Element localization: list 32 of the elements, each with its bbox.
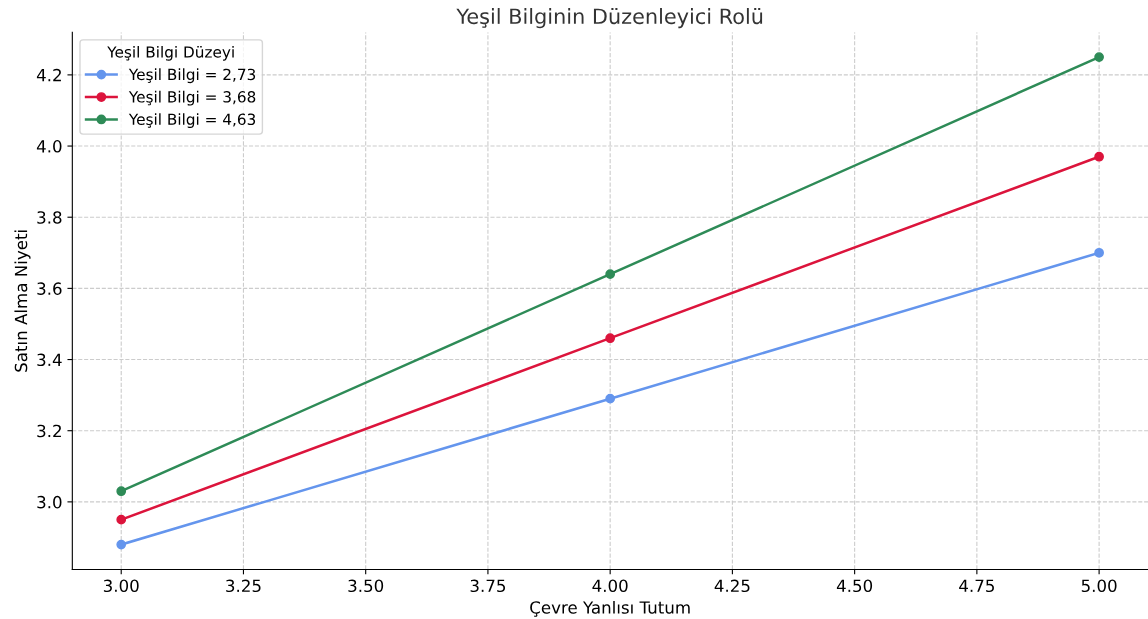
x-axis-title: Çevre Yanlısı Tutum <box>530 600 690 617</box>
y-tick-label: 3.8 <box>37 211 62 224</box>
y-tick-label: 3.0 <box>37 495 62 509</box>
point <box>605 393 616 404</box>
y-tick-label: 4.0 <box>36 140 62 153</box>
legend-label: Yeşil Bilgi = 4,63 <box>128 113 256 128</box>
x-tick-label: 3.00 <box>103 579 139 593</box>
y-axis-title: Satın Alma Niyeti <box>14 230 31 372</box>
legend-title: Yeşil Bilgi Düzeyi <box>107 45 234 61</box>
x-tick-label: 3.25 <box>226 579 261 593</box>
y-tick-label: 3.6 <box>37 282 62 295</box>
y-tick-label: 3.2 <box>37 424 61 438</box>
y-tick-label: 4.2 <box>36 68 61 82</box>
point <box>116 486 127 497</box>
x-tick-label: 4.75 <box>959 579 994 593</box>
chart-title: Yeşil Bilginin Düzenleyici Rolü <box>456 8 763 29</box>
legend-label: Yeşil Bilgi = 2,73 <box>128 68 256 84</box>
x-tick-label: 4.50 <box>836 579 873 593</box>
point <box>116 539 127 550</box>
point <box>605 333 616 344</box>
point <box>116 514 127 525</box>
point <box>1094 52 1104 62</box>
x-tick-label: 5.00 <box>1081 579 1117 593</box>
point <box>1094 151 1104 162</box>
x-tick-label: 4.00 <box>592 579 628 593</box>
x-tick-label: 4.25 <box>714 579 750 593</box>
legend-label: Yeşil Bilgi = 3,68 <box>128 90 256 106</box>
x-tick-label: 3.50 <box>348 579 384 593</box>
point <box>605 269 616 280</box>
x-tick-label: 3.75 <box>470 579 506 593</box>
y-tick-label: 3.4 <box>37 353 62 367</box>
point <box>1094 247 1104 258</box>
